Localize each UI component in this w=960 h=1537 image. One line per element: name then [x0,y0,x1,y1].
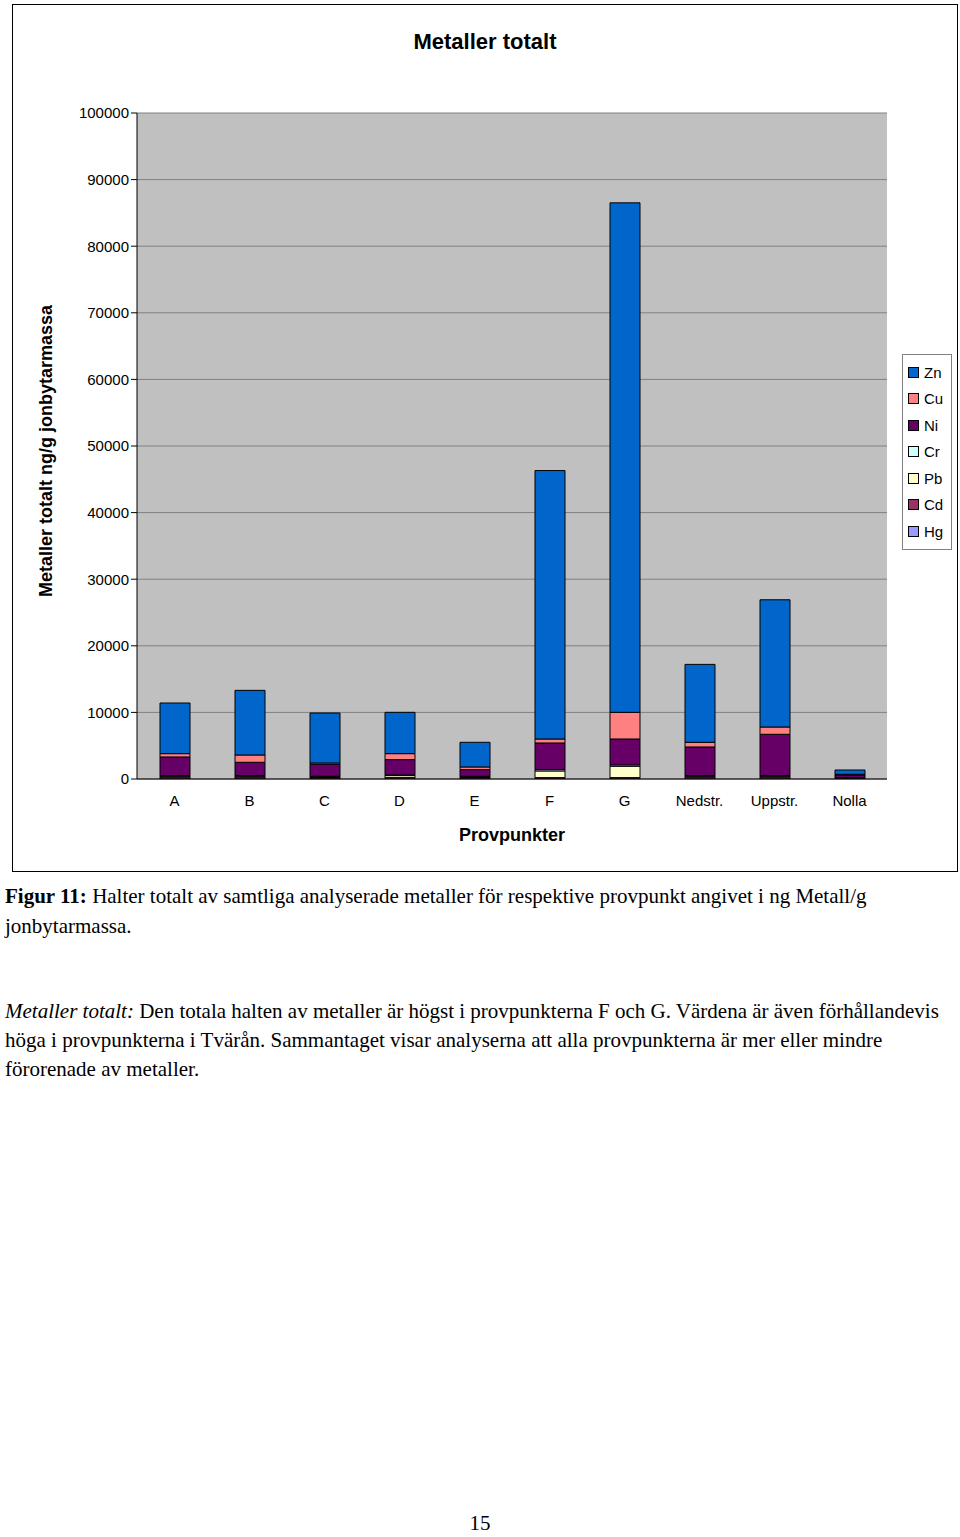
html-text:Metaller totalt ng/g jonbytarm: Metaller totalt ng/g jonbytarmassa [36,305,56,597]
html-text:Cu: Cu [924,390,944,408]
html-text:Cr: Cr [924,443,940,461]
html-text:Metaller totalt: Metaller totalt [413,29,557,54]
html-text:Cd: Cd [924,496,944,514]
svg-text:F: F [545,792,554,809]
svg-text:G: G [619,792,631,809]
svg-text:D: D [394,792,405,809]
html-text:15: 15 [469,1511,491,1535]
svg-text:Nolla: Nolla [832,792,867,809]
html-text:Figur 11: Halter totalt av sam: Figur 11: Halter totalt av samtliga anal… [5,884,867,938]
html-text:Ni: Ni [924,416,939,434]
svg-text:90000: 90000 [87,171,129,188]
svg-text:80000: 80000 [87,238,129,255]
svg-text:100000: 100000 [79,104,129,121]
svg-text:0: 0 [121,770,129,787]
svg-text:60000: 60000 [87,371,129,388]
svg-text:A: A [169,792,179,809]
svg-text:70000: 70000 [87,304,129,321]
svg-text:C: C [319,792,330,809]
svg-text:B: B [244,792,254,809]
html-text:Provpunkter: Provpunkter [459,825,565,845]
html-text:Metaller totalt: Den totala ha: Metaller totalt: Den totala halten av me… [5,999,939,1081]
html-text:Zn: Zn [924,363,942,381]
svg-text:Uppstr.: Uppstr. [751,792,799,809]
html-text:Pb: Pb [924,469,943,487]
svg-text:40000: 40000 [87,504,129,521]
svg-text:30000: 30000 [87,571,129,588]
svg-text:20000: 20000 [87,637,129,654]
svg-text:10000: 10000 [87,704,129,721]
html-text:Hg: Hg [924,522,944,540]
svg-text:50000: 50000 [87,437,129,454]
svg-text:Nedstr.: Nedstr. [676,792,724,809]
svg-text:E: E [469,792,479,809]
